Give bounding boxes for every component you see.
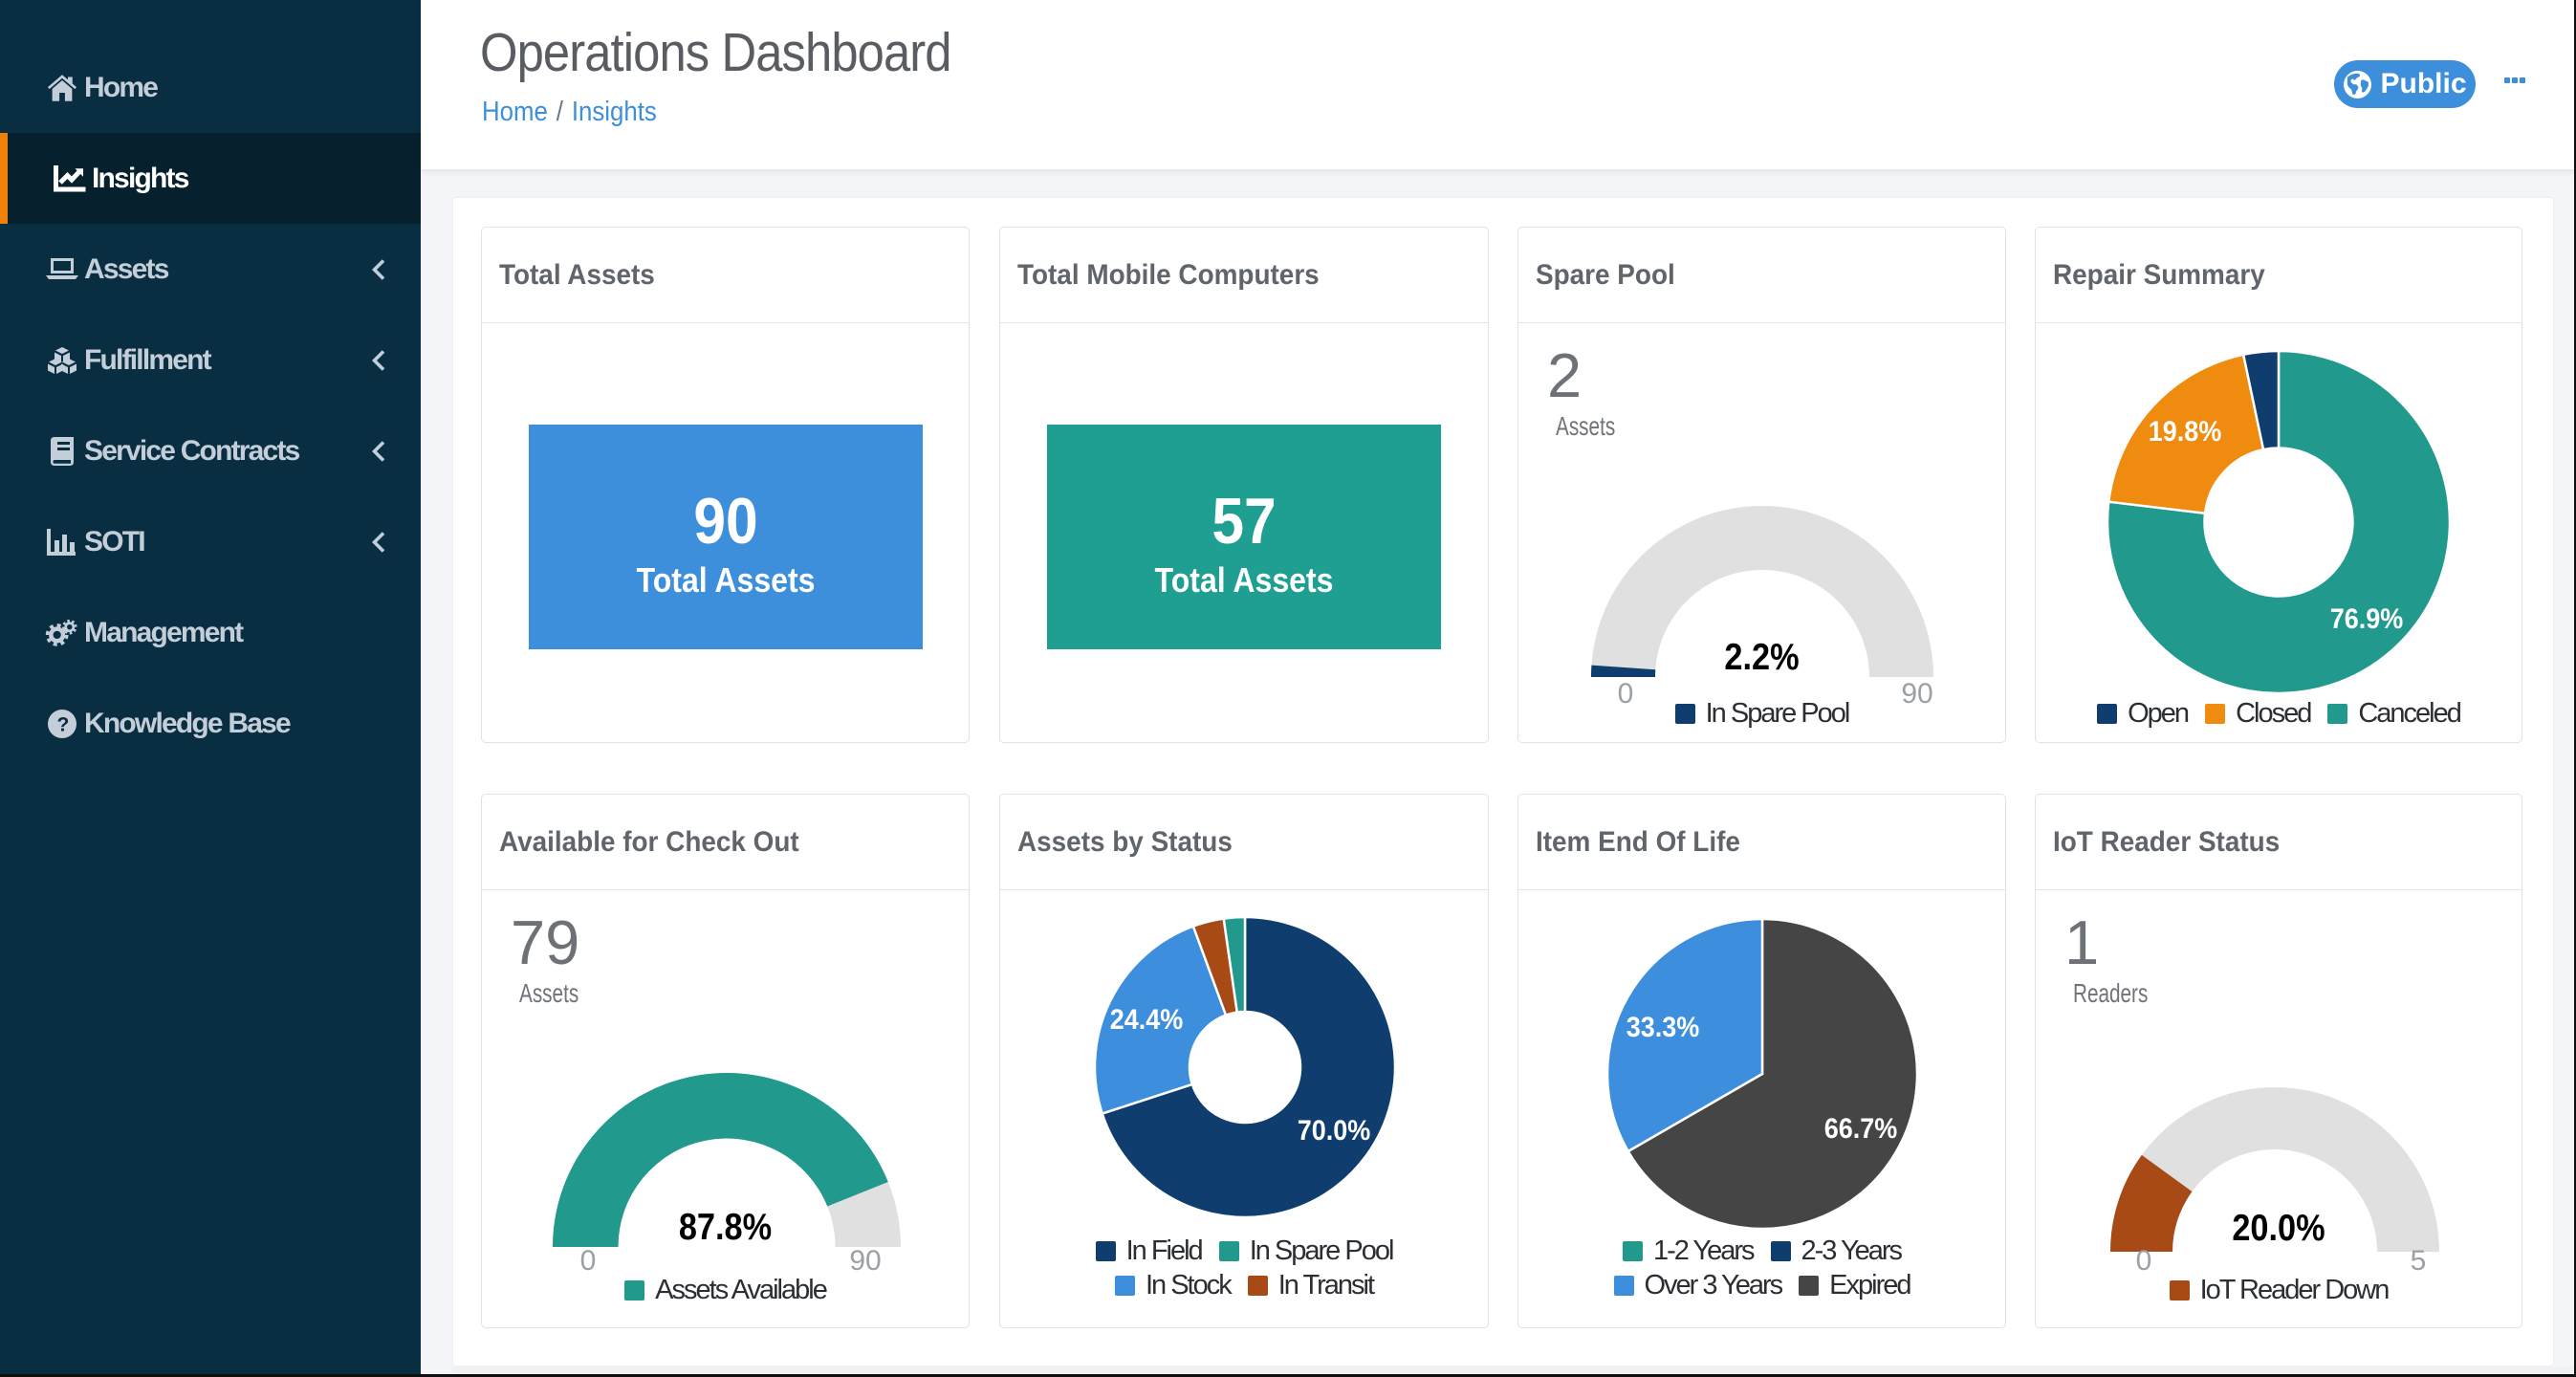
svg-text:?: ? <box>56 713 68 735</box>
